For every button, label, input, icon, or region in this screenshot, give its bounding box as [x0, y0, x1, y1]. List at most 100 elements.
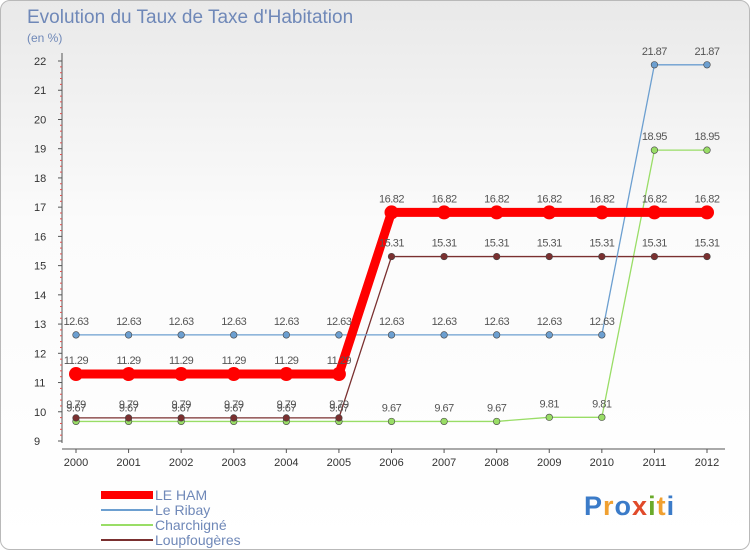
data-point: [331, 367, 346, 382]
data-point: [545, 331, 553, 339]
legend-item-le-ribay: Le Ribay: [101, 502, 241, 518]
y-tick-label: 13: [34, 319, 46, 331]
data-point: [700, 205, 714, 220]
logo-letter: o: [614, 491, 633, 521]
data-point: [650, 61, 659, 69]
data-point: [335, 414, 343, 422]
data-label: 21.87: [694, 46, 719, 58]
x-tick-label: 2011: [643, 457, 667, 469]
y-tick-label: 17: [34, 202, 46, 214]
data-point: [69, 367, 83, 382]
data-label: 12.63: [221, 316, 246, 328]
data-point: [437, 205, 452, 220]
x-tick-label: 2001: [116, 457, 140, 469]
x-tick-label: 2012: [695, 457, 719, 469]
logo-letter: t: [656, 491, 667, 521]
data-label: 9.81: [592, 398, 612, 410]
data-label: 9.67: [224, 402, 244, 414]
data-point: [650, 146, 659, 154]
data-point: [598, 252, 606, 261]
data-point: [598, 331, 606, 339]
data-label: 12.63: [589, 316, 614, 328]
data-point: [121, 367, 136, 382]
data-point: [598, 413, 606, 421]
data-label: 15.31: [379, 238, 404, 250]
y-tick-label: 20: [34, 114, 46, 126]
data-label: 18.95: [642, 131, 667, 143]
data-point: [177, 414, 185, 422]
x-tick-label: 2006: [379, 457, 403, 469]
data-label: 16.82: [537, 193, 562, 205]
data-label: 12.63: [116, 316, 141, 328]
y-tick-label: 11: [34, 378, 45, 390]
data-point: [542, 205, 557, 220]
data-point: [545, 252, 553, 261]
data-point: [387, 417, 396, 426]
legend-swatch-loupfougeres: [101, 538, 153, 541]
data-label: 12.63: [169, 316, 194, 328]
data-point: [703, 61, 711, 69]
x-tick-label: 2003: [222, 457, 246, 469]
x-tick-label: 2010: [590, 457, 614, 469]
data-label: 16.82: [379, 193, 404, 205]
x-tick-label: 2002: [169, 457, 193, 469]
data-label: 12.63: [537, 316, 562, 328]
data-point: [489, 205, 504, 220]
data-label: 9.67: [382, 402, 402, 414]
data-label: 9.67: [66, 402, 86, 414]
data-point: [440, 331, 448, 339]
data-point: [493, 252, 501, 261]
data-label: 9.79: [329, 399, 349, 411]
data-point: [72, 414, 80, 422]
data-label: 9.67: [171, 402, 191, 414]
legend-label-loupfougeres: Loupfougères: [155, 531, 241, 548]
data-label: 15.31: [432, 238, 457, 250]
data-label: 15.31: [694, 238, 719, 250]
data-label: 9.79: [66, 399, 86, 411]
data-point: [72, 331, 80, 339]
data-label: 9.67: [119, 402, 139, 414]
data-label: 11.29: [274, 355, 299, 367]
y-tick-label: 15: [34, 261, 46, 273]
data-point: [177, 331, 185, 339]
x-tick-label: 2005: [327, 457, 351, 469]
logo-letter: x: [632, 491, 649, 521]
legend-swatch-charchigne: [101, 523, 153, 526]
data-point: [279, 367, 294, 382]
data-label: 15.31: [589, 238, 614, 250]
x-tick-label: 2004: [274, 457, 298, 469]
data-point: [647, 205, 662, 220]
data-label: 12.63: [379, 316, 404, 328]
data-point: [124, 331, 133, 339]
data-point: [174, 367, 189, 382]
data-label: 15.31: [642, 238, 667, 250]
data-point: [387, 331, 396, 339]
legend-swatch-le-ribay: [101, 508, 153, 511]
data-label: 15.31: [484, 238, 509, 250]
data-point: [650, 252, 659, 261]
data-label: 12.63: [274, 316, 299, 328]
data-label: 16.82: [432, 193, 457, 205]
data-point: [282, 331, 290, 339]
data-label: 9.79: [224, 399, 244, 411]
legend-swatch-le-ham: [101, 490, 153, 499]
y-tick-label: 9: [34, 436, 40, 448]
legend-item-le-ham: LE HAM: [101, 487, 241, 503]
data-point: [440, 417, 448, 426]
legend-item-loupfougeres: Loupfougères: [101, 531, 241, 548]
y-tick-label: 10: [34, 407, 46, 419]
y-tick-label: 16: [34, 231, 46, 243]
y-tick-label: 21: [34, 85, 46, 97]
data-label: 12.63: [432, 316, 457, 328]
logo-letter: r: [603, 491, 615, 521]
data-point: [493, 331, 501, 339]
series-line: [76, 149, 707, 423]
data-point: [384, 205, 399, 220]
x-tick-label: 2009: [537, 457, 561, 469]
data-label: 11.29: [116, 355, 141, 367]
data-label: 16.82: [694, 193, 719, 205]
data-label: 16.82: [589, 193, 614, 205]
data-point: [594, 205, 609, 220]
chart-title: Evolution du Taux de Taxe d'Habitation: [27, 7, 354, 28]
data-label: 21.87: [642, 46, 667, 58]
